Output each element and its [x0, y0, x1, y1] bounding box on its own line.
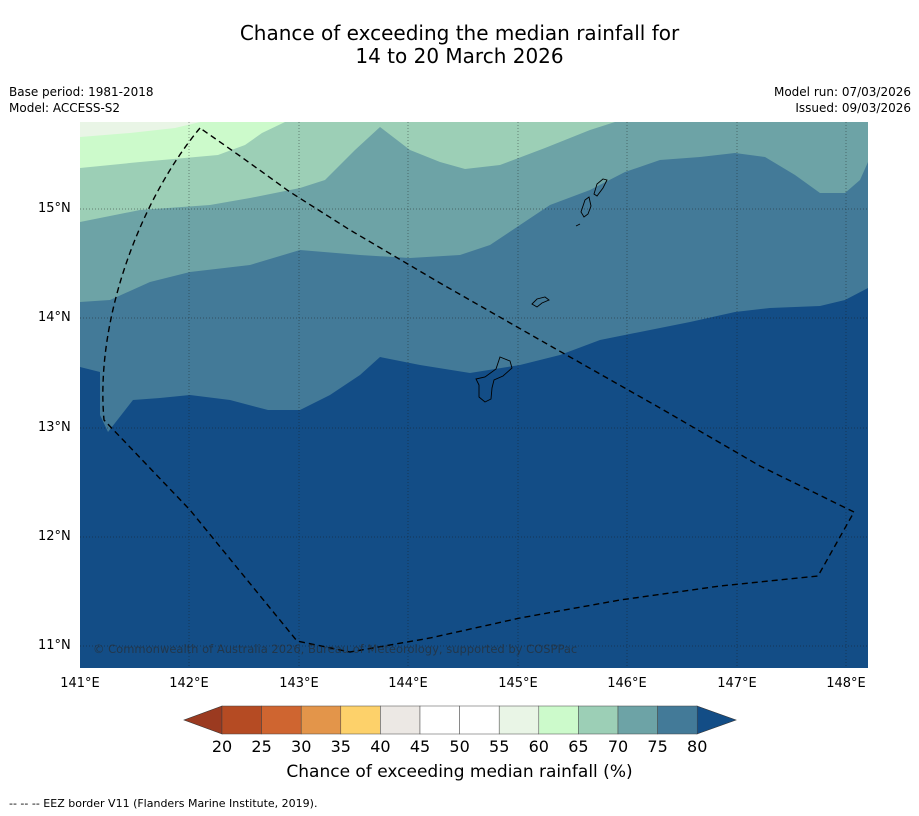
- colorbar-swatch-55-60: [499, 706, 539, 734]
- colorbar-tick-60: 60: [529, 737, 549, 756]
- eez-footnote: -- -- -- EEZ border V11 (Flanders Marine…: [9, 797, 317, 810]
- colorbar-swatch-40-45: [380, 706, 420, 734]
- colorbar-swatch-75-80: [658, 706, 698, 734]
- colorbar-swatch-70-75: [618, 706, 658, 734]
- colorbar-title: Chance of exceeding median rainfall (%): [0, 762, 919, 782]
- colorbar-tick-20: 20: [212, 737, 232, 756]
- colorbar-swatches: [222, 706, 697, 734]
- colorbar-swatch-20-25: [222, 706, 262, 734]
- colorbar-swatch-30-35: [301, 706, 341, 734]
- lat-label-14n: 14°N: [38, 310, 71, 325]
- map-canvas: [0, 0, 919, 816]
- colorbar-tick-25: 25: [251, 737, 271, 756]
- colorbar-tick-70: 70: [608, 737, 628, 756]
- colorbar-swatch-60-65: [539, 706, 579, 734]
- colorbar-swatch-25-30: [262, 706, 302, 734]
- colorbar-tick-35: 35: [331, 737, 351, 756]
- colorbar: [184, 706, 736, 734]
- colorbar-swatch-65-70: [578, 706, 618, 734]
- lon-label-144e: 144°E: [388, 676, 428, 691]
- lat-label-15n: 15°N: [38, 201, 71, 216]
- copyright-notice: © Commonwealth of Australia 2026, Bureau…: [93, 642, 577, 656]
- lon-label-145e: 145°E: [498, 676, 538, 691]
- lat-label-11n: 11°N: [38, 638, 71, 653]
- colorbar-tick-30: 30: [291, 737, 311, 756]
- lon-label-141e: 141°E: [60, 676, 100, 691]
- colorbar-tick-50: 50: [449, 737, 469, 756]
- colorbar-tick-40: 40: [370, 737, 390, 756]
- colorbar-tick-45: 45: [410, 737, 430, 756]
- rainfall-probability-field: [80, 122, 868, 668]
- lat-label-13n: 13°N: [38, 420, 71, 435]
- colorbar-tick-80: 80: [687, 737, 707, 756]
- lon-label-148e: 148°E: [826, 676, 866, 691]
- colorbar-swatch-35-40: [341, 706, 381, 734]
- colorbar-swatch-50-55: [460, 706, 500, 734]
- colorbar-tick-65: 65: [568, 737, 588, 756]
- colorbar-swatch-45-50: [420, 706, 460, 734]
- lat-label-12n: 12°N: [38, 529, 71, 544]
- lon-label-146e: 146°E: [607, 676, 647, 691]
- colorbar-over-arrow: [697, 706, 736, 734]
- colorbar-under-arrow: [184, 706, 222, 734]
- colorbar-tick-55: 55: [489, 737, 509, 756]
- colorbar-tick-75: 75: [647, 737, 667, 756]
- lon-label-147e: 147°E: [717, 676, 757, 691]
- lon-label-142e: 142°E: [169, 676, 209, 691]
- lon-label-143e: 143°E: [279, 676, 319, 691]
